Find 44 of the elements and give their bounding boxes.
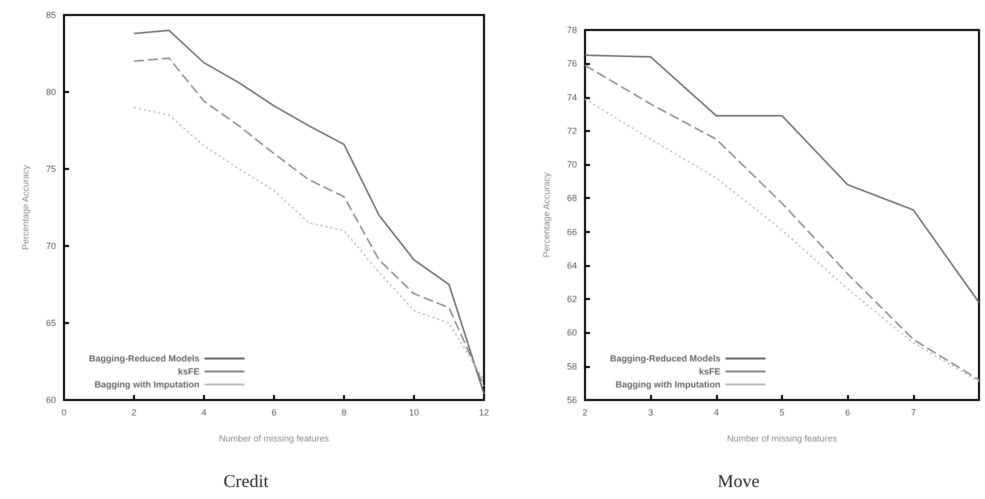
y-tick-label: 74 xyxy=(566,92,577,102)
x-tick-label: 0 xyxy=(61,408,67,418)
y-tick-label: 68 xyxy=(566,193,577,204)
legend-label: Bagging with Imputation xyxy=(94,380,200,390)
x-tick-label: 8 xyxy=(341,408,347,418)
y-tick-label: 64 xyxy=(566,260,577,270)
x-tick-label: 5 xyxy=(779,408,785,418)
legend-label: ksFE xyxy=(178,366,200,376)
x-axis-title: Number of missing features xyxy=(726,434,838,444)
y-tick-label: 72 xyxy=(566,126,577,136)
y-tick-label: 58 xyxy=(566,361,577,372)
text: Credit xyxy=(224,471,268,491)
legend-label: Bagging-Reduced Models xyxy=(610,354,721,364)
y-tick-label: 80 xyxy=(46,87,56,97)
x-tick-label: 3 xyxy=(648,408,654,418)
y-tick-label: 70 xyxy=(566,160,577,170)
y-tick-label: 76 xyxy=(566,58,577,69)
y-axis-title: Percentage Accuracy xyxy=(20,164,30,250)
x-tick-label: 10 xyxy=(408,408,420,418)
x-axis-title: Number of missing features xyxy=(218,434,330,444)
y-tick-label: 56 xyxy=(566,395,577,405)
x-tick-label: 2 xyxy=(582,408,588,418)
y-tick-label: 60 xyxy=(566,328,577,338)
y-tick-label: 78 xyxy=(566,25,577,35)
x-tick-label: 4 xyxy=(201,408,207,418)
y-tick-label: 62 xyxy=(566,294,577,304)
y-tick-label: 66 xyxy=(566,226,577,237)
legend-label: Bagging-Reduced Models xyxy=(88,354,200,364)
x-tick-label: 6 xyxy=(845,408,850,418)
y-axis-title: Percentage Accuracy xyxy=(542,172,552,258)
y-tick-label: 85 xyxy=(46,10,56,20)
legend-label: Bagging with Imputation xyxy=(616,380,721,390)
y-tick-label: 65 xyxy=(46,318,56,328)
legend-label: ksFE xyxy=(698,366,721,376)
x-tick-label: 12 xyxy=(478,408,489,418)
y-tick-label: 70 xyxy=(46,241,56,251)
y-tick-label: 60 xyxy=(46,395,56,405)
x-tick-label: 7 xyxy=(910,408,916,418)
x-tick-label: 2 xyxy=(131,408,137,418)
line-series xyxy=(584,54,980,304)
text: Move xyxy=(718,471,760,491)
y-tick-label: 75 xyxy=(46,164,56,174)
x-tick-label: 4 xyxy=(714,408,719,418)
x-tick-label: 6 xyxy=(271,408,277,418)
